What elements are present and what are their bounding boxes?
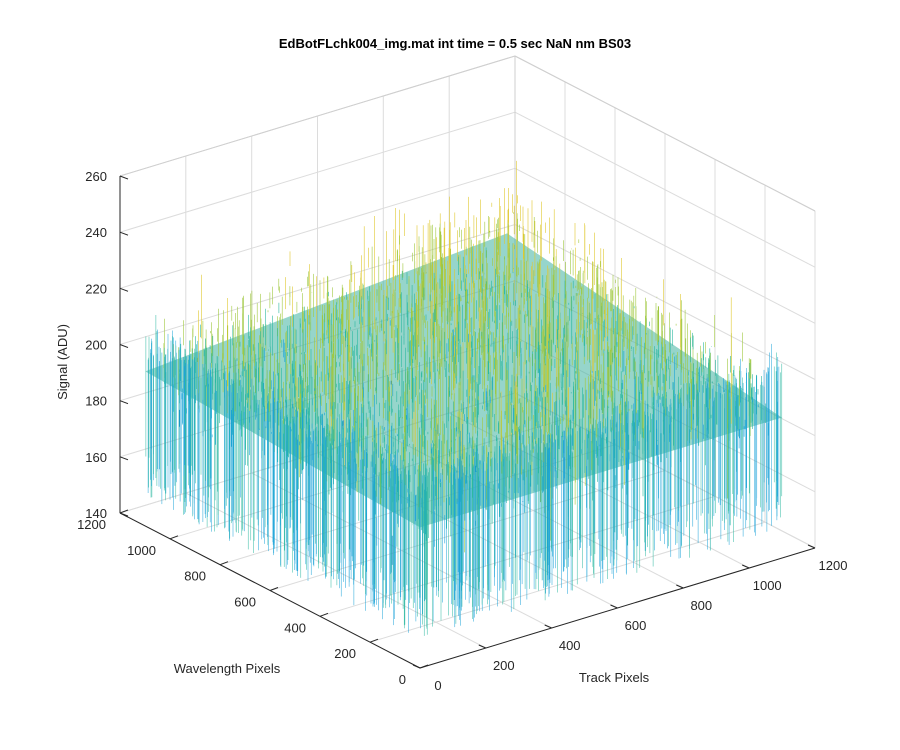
x-tick-label: 600 [625, 618, 647, 633]
x-tick [610, 604, 618, 609]
z-tick-label: 140 [85, 506, 107, 521]
grid-line [119, 111, 516, 233]
y-tick-label: 1200 [77, 517, 106, 532]
z-tick [119, 231, 129, 236]
y-tick-label: 0 [399, 672, 406, 687]
grid-line [514, 167, 816, 324]
chart-title: EdBotFLchk004_img.mat int time = 0.5 sec… [279, 36, 631, 51]
y-tick-label: 200 [334, 646, 356, 661]
z-tick [119, 512, 129, 517]
y-tick [319, 612, 329, 617]
y-tick [269, 587, 279, 591]
grid-line [514, 224, 816, 380]
z-tick [119, 400, 129, 405]
z-tick [119, 456, 129, 461]
box-edge [514, 55, 816, 212]
x-tick [478, 644, 486, 649]
grid-line [514, 111, 816, 268]
z-tick-label: 240 [85, 225, 107, 240]
y-tick [369, 638, 379, 643]
y-tick [169, 535, 179, 540]
y-tick-label: 400 [284, 620, 306, 635]
y-tick-label: 1000 [127, 543, 156, 558]
z-tick-label: 160 [85, 450, 107, 465]
z-tick-label: 200 [85, 338, 107, 353]
x-tick-label: 800 [690, 598, 712, 613]
x-tick [742, 564, 750, 569]
x-tick [544, 624, 552, 629]
x-tick [412, 664, 421, 669]
tick-marks [119, 175, 816, 669]
y-axis-label: Wavelength Pixels [174, 661, 281, 676]
z-tick [119, 287, 129, 292]
grid-line [319, 495, 716, 617]
y-tick-label: 800 [184, 569, 206, 584]
x-tick [676, 584, 684, 589]
z-tick-label: 220 [85, 281, 107, 296]
y-tick [219, 561, 229, 566]
tick-labels: 0 200 400 600 800 1000 1200 0 200 400 600 800 1000 12… [77, 169, 847, 693]
x-tick-label: 400 [559, 638, 581, 653]
x-tick-label: 200 [493, 658, 515, 673]
z-tick [119, 344, 129, 348]
surface-body [145, 233, 782, 528]
box-edge [119, 55, 516, 177]
x-tick-label: 1000 [753, 578, 782, 593]
x-tick-label: 0 [434, 678, 441, 693]
x-axis-label: Track Pixels [579, 670, 650, 685]
x-tick [807, 544, 816, 549]
y-tick-label: 600 [234, 595, 256, 610]
y-tick [119, 509, 129, 514]
z-tick-label: 180 [85, 394, 107, 409]
z-axis-label: Signal (ADU) [55, 324, 70, 400]
surface-noise-mesh [145, 160, 783, 636]
y-tick [419, 664, 429, 669]
grid-line [119, 167, 516, 289]
z-tick-label: 260 [85, 169, 107, 184]
z-tick [119, 175, 129, 180]
x-tick-label: 1200 [819, 558, 848, 573]
